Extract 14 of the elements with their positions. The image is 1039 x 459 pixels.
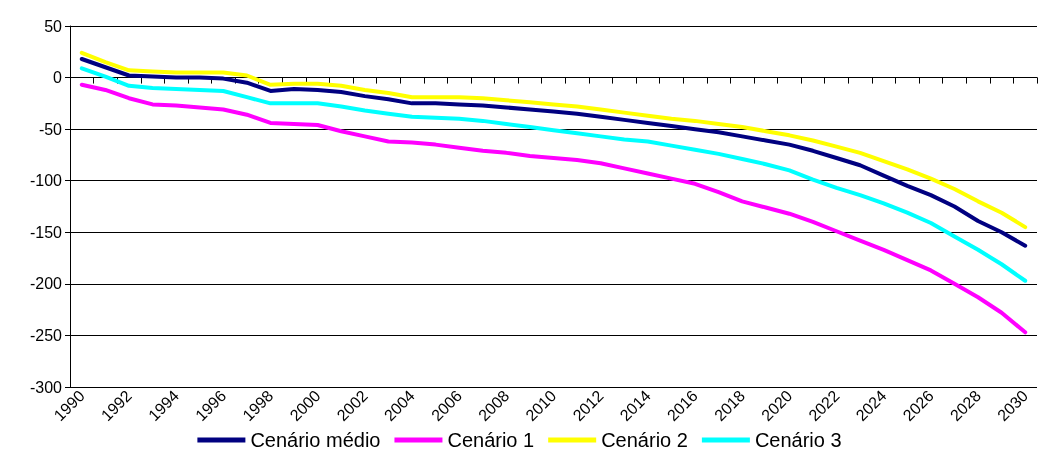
- y-tick-label: -300: [29, 378, 63, 396]
- y-tick-label: -200: [29, 275, 63, 293]
- y-tick-label: -100: [29, 172, 63, 190]
- y-tick-label: -150: [29, 223, 63, 241]
- legend-label: Cenário 2: [601, 429, 688, 451]
- line-series: [79, 82, 1028, 335]
- line-series: [79, 66, 1028, 283]
- y-tick-label: -250: [29, 326, 63, 344]
- y-tick-label: 50: [44, 17, 63, 35]
- y-tick-label: -50: [38, 120, 63, 138]
- y-tick-label: 0: [53, 69, 63, 87]
- legend-label: Cenário 1: [447, 429, 535, 451]
- legend-label: Cenário médio: [250, 429, 381, 451]
- legend-label: Cenário 3: [754, 429, 842, 451]
